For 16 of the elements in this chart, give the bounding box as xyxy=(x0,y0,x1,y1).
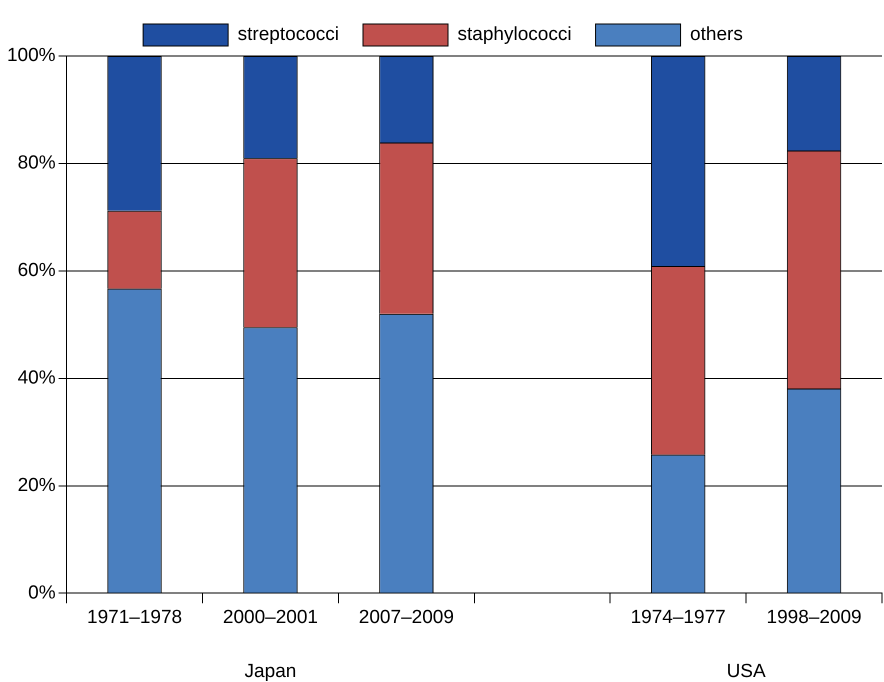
x-tick-label: 1971–1978 xyxy=(86,606,182,628)
y-tick-label: 80% xyxy=(18,152,56,174)
x-tick-label: 2007–2009 xyxy=(358,606,454,628)
text: USA xyxy=(726,661,766,682)
y-tick-label: 0% xyxy=(28,582,56,604)
legend-label: others xyxy=(690,24,743,46)
x-tick-label: 1998–2009 xyxy=(766,606,862,628)
y-tick-label: 20% xyxy=(18,474,56,496)
legend-label: staphylococci xyxy=(458,24,572,46)
y-tick-label: 60% xyxy=(18,260,56,282)
legend-label: streptococci xyxy=(238,24,340,46)
text: Japan xyxy=(244,661,296,682)
x-tick-label: 1974–1977 xyxy=(630,606,726,628)
x-tick-label: 2000–2001 xyxy=(222,606,318,628)
y-tick-label: 100% xyxy=(6,45,56,66)
y-tick-label: 40% xyxy=(18,368,56,389)
